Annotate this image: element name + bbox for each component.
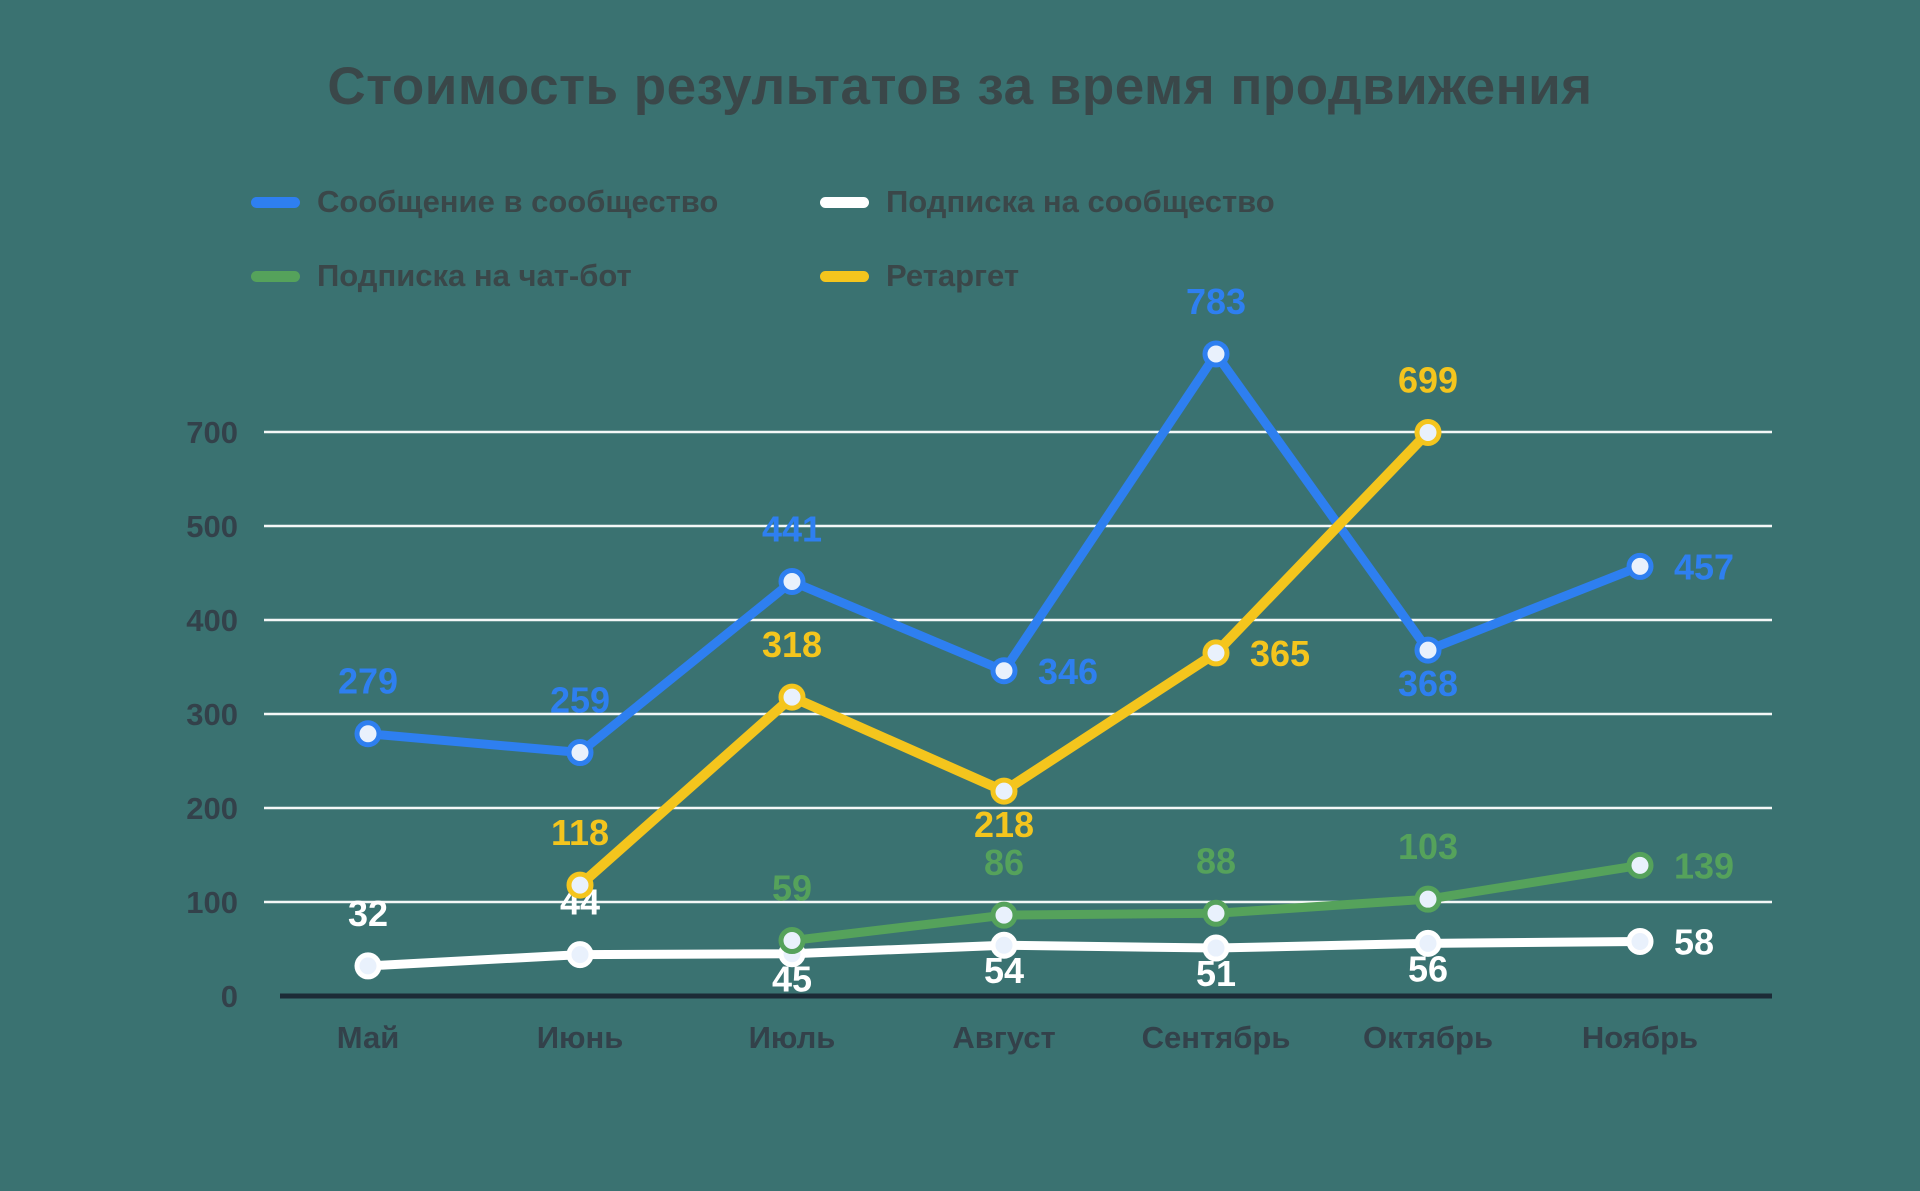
- data-label: 54: [984, 950, 1024, 991]
- data-label: 139: [1674, 845, 1734, 886]
- data-label: 88: [1196, 840, 1236, 881]
- legend-item-community-message: Сообщение в сообщество: [251, 184, 820, 220]
- data-point: [778, 683, 806, 711]
- data-label: 365: [1250, 633, 1310, 674]
- chart-title: Стоимость результатов за время продвижен…: [327, 57, 1593, 116]
- legend-item-retarget: Ретаргет: [820, 258, 1275, 294]
- data-point: [1202, 639, 1230, 667]
- data-point: [566, 739, 594, 767]
- data-point: [354, 952, 382, 980]
- data-point: [1414, 418, 1442, 446]
- data-label: 51: [1196, 953, 1236, 994]
- legend-label: Ретаргет: [886, 258, 1020, 293]
- x-tick-label: Июнь: [537, 1020, 624, 1055]
- legend-label: Подписка на чат-бот: [317, 258, 632, 293]
- x-tick-label: Сентябрь: [1142, 1020, 1291, 1055]
- y-tick-label: 300: [186, 697, 238, 732]
- legend-item-community-subscription: Подписка на сообщество: [820, 184, 1275, 220]
- data-point: [566, 871, 594, 899]
- data-point: [1626, 927, 1654, 955]
- x-tick-label: Июль: [749, 1020, 836, 1055]
- data-label: 103: [1398, 826, 1458, 867]
- data-point: [566, 941, 594, 969]
- y-tick-label: 0: [221, 979, 238, 1014]
- data-point: [1626, 851, 1654, 879]
- legend-label: Сообщение в сообщество: [317, 184, 719, 219]
- data-label: 783: [1186, 281, 1246, 322]
- data-label: 118: [551, 812, 609, 853]
- y-tick-label: 100: [186, 885, 238, 920]
- data-label: 56: [1408, 948, 1448, 989]
- y-tick-label: 700: [186, 415, 238, 450]
- data-label: 699: [1398, 359, 1458, 400]
- data-point: [778, 927, 806, 955]
- data-point: [1202, 340, 1230, 368]
- legend-item-chatbot-subscription: Подписка на чат-бот: [251, 258, 820, 294]
- x-tick-label: Август: [952, 1020, 1055, 1055]
- data-label: 59: [772, 868, 812, 909]
- data-label: 368: [1398, 663, 1458, 704]
- x-tick-label: Октябрь: [1363, 1020, 1493, 1055]
- y-tick-label: 500: [186, 509, 238, 544]
- data-label: 279: [338, 661, 398, 702]
- data-point: [1626, 552, 1654, 580]
- data-point: [990, 657, 1018, 685]
- y-tick-label: 200: [186, 791, 238, 826]
- data-label: 58: [1674, 921, 1714, 962]
- data-point: [354, 720, 382, 748]
- data-label: 32: [348, 893, 388, 934]
- legend: Сообщение в сообщество Подписка на сообщ…: [251, 184, 1275, 294]
- data-label: 259: [550, 680, 610, 721]
- data-label: 86: [984, 842, 1024, 883]
- data-point: [990, 931, 1018, 959]
- x-tick-label: Май: [337, 1020, 400, 1055]
- data-point: [778, 567, 806, 595]
- data-point: [990, 777, 1018, 805]
- legend-label: Подписка на сообщество: [886, 184, 1275, 219]
- data-point: [1414, 929, 1442, 957]
- data-label: 218: [974, 804, 1034, 845]
- data-label: 45: [772, 959, 812, 1000]
- y-tick-label: 400: [186, 603, 238, 638]
- x-tick-label: Ноябрь: [1582, 1020, 1698, 1055]
- data-point: [990, 901, 1018, 929]
- legend-swatch-blue-icon: [251, 196, 300, 208]
- data-label: 441: [762, 508, 822, 549]
- legend-swatch-yellow-icon: [820, 270, 869, 282]
- data-label: 457: [1674, 546, 1734, 587]
- data-point: [1202, 934, 1230, 962]
- data-point: [1414, 636, 1442, 664]
- data-label: 318: [762, 624, 822, 665]
- data-point: [1414, 885, 1442, 913]
- data-label: 346: [1038, 651, 1098, 692]
- legend-swatch-white-icon: [820, 196, 869, 208]
- legend-swatch-green-icon: [251, 270, 300, 282]
- data-point: [1202, 899, 1230, 927]
